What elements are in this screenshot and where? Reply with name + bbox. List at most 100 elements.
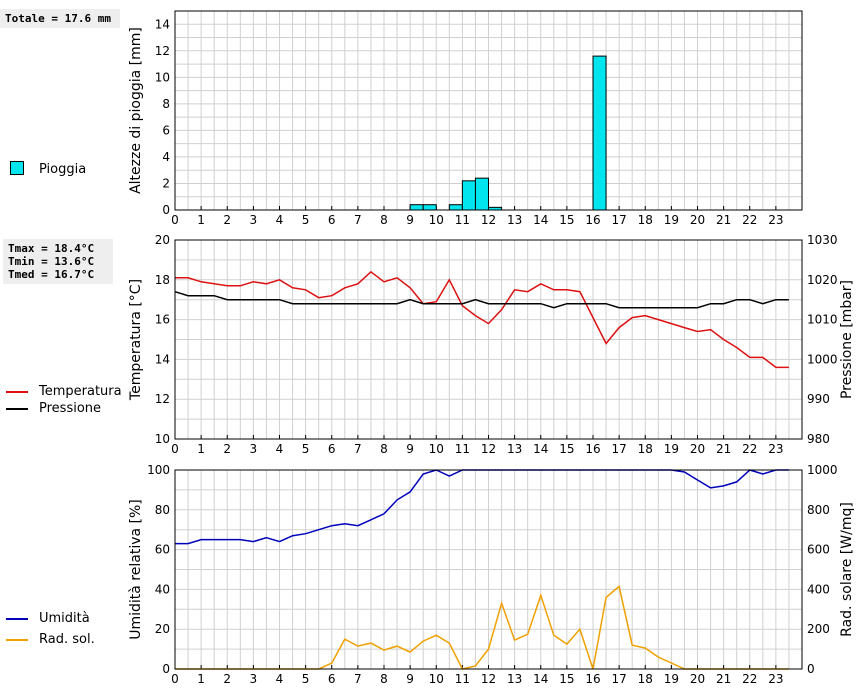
y-tick-label: 40 <box>155 582 170 596</box>
rain-bar <box>461 180 476 211</box>
y2-tick-label: 990 <box>807 392 830 406</box>
x-tick-label: 10 <box>429 213 444 227</box>
x-tick-label: 14 <box>533 442 548 456</box>
x-tick-label: 2 <box>223 442 231 456</box>
solar-legend-label: Rad. sol. <box>39 632 95 647</box>
x-tick-label: 18 <box>638 672 653 686</box>
x-tick-label: 17 <box>611 442 626 456</box>
humidity-line <box>175 469 789 545</box>
rain-bar <box>422 204 437 211</box>
y-tick-label: 6 <box>162 123 170 137</box>
x-tick-label: 13 <box>507 213 522 227</box>
y-tick-label: 80 <box>155 503 170 517</box>
x-tick-label: 0 <box>171 672 179 686</box>
x-tick-label: 14 <box>533 213 548 227</box>
x-tick-label: 23 <box>768 442 783 456</box>
x-tick-label: 14 <box>533 672 548 686</box>
x-tick-label: 18 <box>638 213 653 227</box>
rain-bar <box>592 55 607 211</box>
plot-frame <box>174 10 803 211</box>
x-tick-label: 7 <box>354 672 362 686</box>
x-tick-label: 8 <box>380 672 388 686</box>
y2-axis-label: Pressione [mbar] <box>839 280 855 399</box>
y-tick-label: 14 <box>155 17 170 31</box>
x-tick-label: 12 <box>481 442 496 456</box>
x-tick-label: 6 <box>328 672 336 686</box>
x-tick-label: 1 <box>197 442 205 456</box>
rain-bar <box>409 204 424 211</box>
y-tick-label: 18 <box>155 273 170 287</box>
y-axis-label: Umidità relativa [%] <box>128 499 144 640</box>
x-tick-label: 7 <box>354 442 362 456</box>
y-tick-label: 0 <box>162 203 170 217</box>
temperature-stats-box: Tmax = 18.4°C Tmin = 13.6°C Tmed = 16.7°… <box>3 239 113 284</box>
tmin-text: Tmin = 13.6°C <box>8 255 95 268</box>
x-tick-label: 6 <box>328 442 336 456</box>
y2-tick-label: 1000 <box>807 463 838 477</box>
x-tick-label: 15 <box>559 442 574 456</box>
x-tick-label: 10 <box>429 442 444 456</box>
x-tick-label: 22 <box>742 213 757 227</box>
y2-tick-label: 1030 <box>807 233 838 247</box>
x-tick-label: 9 <box>406 442 414 456</box>
x-tick-label: 5 <box>302 213 310 227</box>
rain-legend-label: Pioggia <box>39 162 87 177</box>
x-tick-label: 9 <box>406 213 414 227</box>
y2-tick-label: 400 <box>807 582 830 596</box>
x-tick-label: 22 <box>742 442 757 456</box>
y2-axis-label: Rad. solare [W/mq] <box>839 502 855 637</box>
x-tick-label: 15 <box>559 213 574 227</box>
x-tick-label: 12 <box>481 213 496 227</box>
y-tick-label: 8 <box>162 97 170 111</box>
y2-tick-label: 1020 <box>807 273 838 287</box>
temperature-line <box>175 270 789 369</box>
x-tick-label: 19 <box>664 442 679 456</box>
x-tick-label: 4 <box>276 442 284 456</box>
y2-tick-label: 200 <box>807 622 830 636</box>
y-tick-label: 4 <box>162 150 170 164</box>
x-tick-label: 11 <box>455 672 470 686</box>
solar-legend-swatch <box>6 639 28 641</box>
x-tick-label: 11 <box>455 213 470 227</box>
x-tick-label: 1 <box>197 213 205 227</box>
chart-panel-1: 0 1 2 3 4 5 6 7 8 9 10 11 12 13 14 15 16 17 18 19 20 21 22 2302… <box>128 10 803 227</box>
y-tick-label: 12 <box>155 44 170 58</box>
y-tick-label: 2 <box>162 176 170 190</box>
chart-panel-3: 0 1 2 3 4 5 6 7 8 9 10 11 12 13 14 15 16 17 18 19 20 21 22 2302… <box>128 463 855 686</box>
pressure-line <box>174 290 789 309</box>
x-tick-label: 22 <box>742 672 757 686</box>
x-tick-label: 21 <box>716 672 731 686</box>
x-tick-label: 17 <box>611 213 626 227</box>
y-tick-label: 14 <box>155 352 170 366</box>
x-tick-label: 21 <box>716 442 731 456</box>
y-tick-label: 60 <box>155 543 170 557</box>
x-tick-label: 0 <box>171 213 179 227</box>
y-axis-label: Altezze di pioggia [mm] <box>128 27 144 194</box>
y-tick-label: 20 <box>155 233 170 247</box>
x-tick-label: 19 <box>664 672 679 686</box>
x-tick-label: 6 <box>328 213 336 227</box>
y-tick-label: 20 <box>155 622 170 636</box>
x-tick-label: 3 <box>250 213 258 227</box>
x-tick-label: 20 <box>690 213 705 227</box>
x-tick-label: 5 <box>302 672 310 686</box>
plot-frame <box>174 239 803 440</box>
y-tick-label: 16 <box>155 313 170 327</box>
pressure-legend-label: Pressione <box>39 401 102 416</box>
x-tick-label: 13 <box>507 442 522 456</box>
x-tick-label: 11 <box>455 442 470 456</box>
x-tick-label: 12 <box>481 672 496 686</box>
pressure-legend-swatch <box>6 408 28 410</box>
y-tick-label: 0 <box>162 662 170 676</box>
x-tick-label: 18 <box>638 442 653 456</box>
y2-tick-label: 980 <box>807 432 830 446</box>
rain-bar <box>474 177 489 211</box>
x-tick-label: 4 <box>276 672 284 686</box>
x-tick-label: 9 <box>406 672 414 686</box>
y-tick-label: 12 <box>155 392 170 406</box>
x-tick-label: 17 <box>611 672 626 686</box>
solar-radiation-line <box>175 585 789 670</box>
y-axis-label: Temperatura [°C] <box>128 279 144 401</box>
temperature-legend-swatch <box>6 391 28 393</box>
